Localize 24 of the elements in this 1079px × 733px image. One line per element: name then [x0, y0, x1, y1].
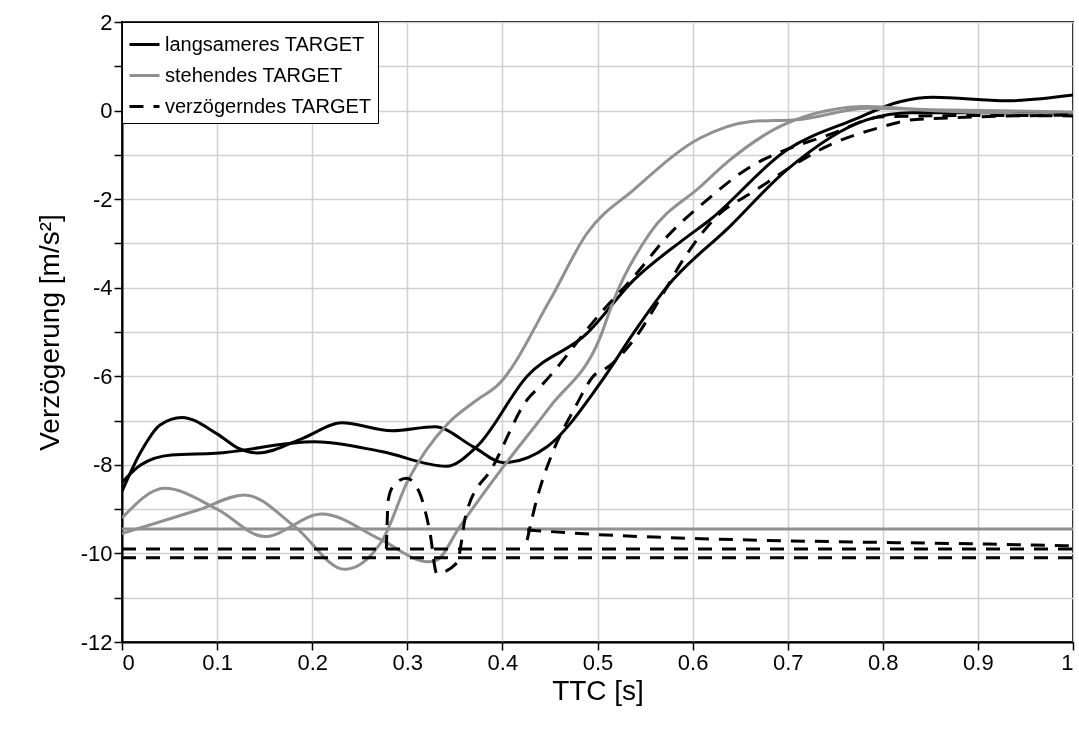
- x-tick-label: 0.1: [202, 649, 233, 675]
- y-tick-label: -4: [92, 275, 113, 301]
- legend-label: langsameres TARGET: [165, 32, 365, 55]
- x-tick-label: 0.3: [392, 649, 424, 675]
- x-tick-label: 0.2: [297, 649, 328, 675]
- x-tick-label: 0.9: [963, 649, 994, 675]
- legend-label: stehendes TARGET: [165, 63, 343, 86]
- x-tick-label: 0.7: [772, 649, 804, 675]
- y-axis-title: Verzögerung [m/s²]: [33, 214, 65, 451]
- x-tick-label: 1: [1061, 649, 1074, 675]
- x-tick-label: 0: [122, 649, 135, 675]
- y-tick-label: -12: [80, 629, 113, 655]
- y-tick-label: -6: [92, 363, 113, 389]
- y-tick-label: -10: [80, 540, 113, 566]
- x-axis-title: TTC [s]: [552, 674, 644, 706]
- x-tick-label: 0.6: [677, 649, 709, 675]
- legend-label: verzögerndes TARGET: [165, 94, 372, 117]
- x-tick-label: 0.4: [487, 649, 519, 675]
- x-tick-label: 0.5: [582, 649, 614, 675]
- y-tick-label: -2: [92, 186, 113, 212]
- y-tick-label: 2: [100, 9, 113, 35]
- y-tick-label: -8: [92, 452, 113, 478]
- x-tick-label: 0.8: [868, 649, 899, 675]
- y-tick-label: 0: [100, 98, 113, 124]
